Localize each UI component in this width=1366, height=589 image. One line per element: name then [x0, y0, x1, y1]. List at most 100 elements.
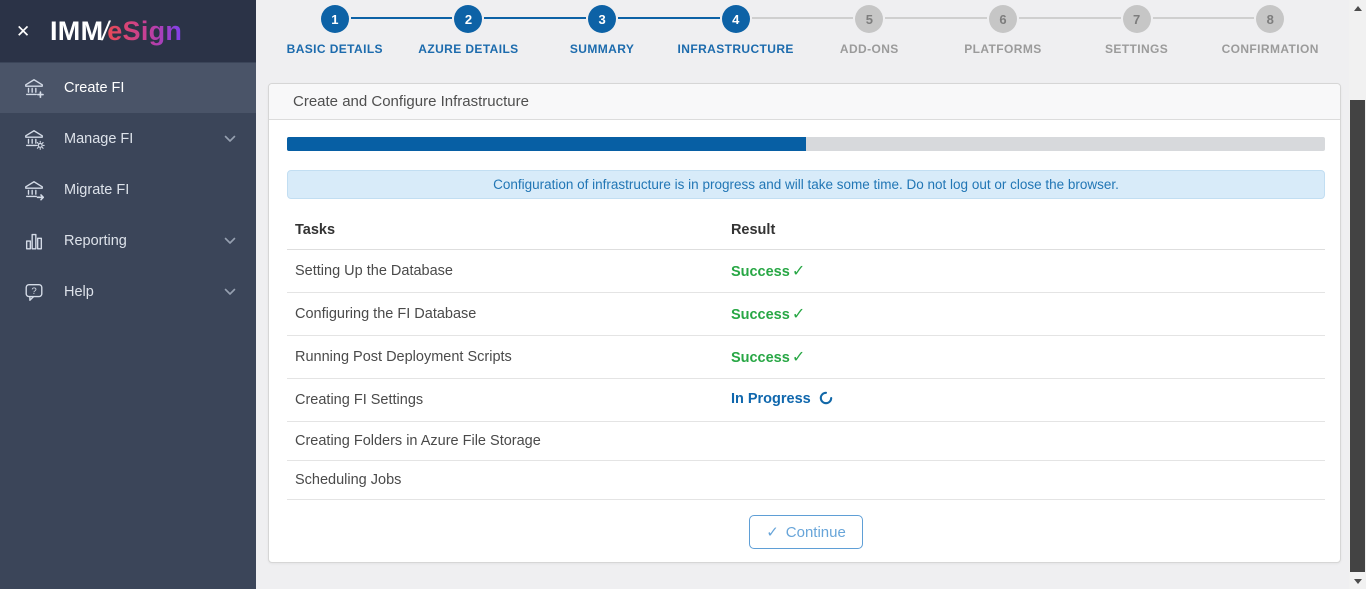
- task-row: Running Post Deployment Scripts Success ✓: [287, 335, 1325, 379]
- svg-text:?: ?: [31, 286, 36, 297]
- task-result: Success ✓: [722, 292, 1325, 336]
- panel-header: Create and Configure Infrastructure: [269, 84, 1340, 120]
- step-settings[interactable]: 7 SETTINGS: [1069, 3, 1204, 83]
- task-name: Creating FI Settings: [287, 378, 723, 422]
- task-result: Success ✓: [722, 335, 1325, 379]
- task-row: Setting Up the Database Success ✓: [287, 249, 1325, 293]
- logo-esign: eSign: [107, 15, 183, 46]
- step-number: 5: [865, 11, 873, 27]
- panel-title: Create and Configure Infrastructure: [293, 93, 529, 110]
- step-number: 7: [1132, 11, 1141, 27]
- task-result: Success ✓: [722, 249, 1325, 293]
- main-area: 1 BASIC DETAILS 2 AZURE DETAILS 3 SUMMAR…: [256, 0, 1349, 589]
- step-infrastructure[interactable]: 4 INFRASTRUCTURE: [668, 3, 803, 83]
- step-add-ons[interactable]: 5 ADD-ONS: [802, 3, 937, 83]
- scrollbar-down-arrow-icon[interactable]: [1349, 573, 1366, 589]
- bank-plus-icon: [22, 76, 46, 100]
- stepper: 1 BASIC DETAILS 2 AZURE DETAILS 3 SUMMAR…: [256, 0, 1349, 83]
- task-result-label: Success: [730, 307, 790, 323]
- progress-notice: Configuration of infrastructure is in pr…: [287, 170, 1325, 199]
- task-row: Scheduling Jobs ✓: [287, 460, 1325, 500]
- step-label: ADD-ONS: [839, 42, 899, 56]
- sidebar-item-migrate-fi[interactable]: Migrate FI: [0, 165, 256, 215]
- task-name: Setting Up the Database: [287, 249, 723, 293]
- help-bubble-icon: ?: [22, 280, 46, 304]
- step-label: CONFIRMATION: [1221, 42, 1319, 56]
- task-name: Scheduling Jobs: [287, 460, 723, 500]
- tasks-header-row: Tasks Result: [287, 211, 1325, 250]
- sidebar-item-help[interactable]: ? Help: [0, 267, 256, 317]
- tasks-column-header: Tasks: [287, 211, 723, 250]
- step-confirmation[interactable]: 8 CONFIRMATION: [1203, 3, 1337, 83]
- step-platforms[interactable]: 6 PLATFORMS: [936, 3, 1070, 83]
- step-circle: 4: [721, 5, 750, 33]
- progress-bar-fill: [287, 137, 806, 151]
- step-number: 3: [598, 11, 606, 27]
- vertical-scrollbar[interactable]: [1349, 0, 1366, 589]
- step-label: PLATFORMS: [964, 42, 1042, 56]
- task-result: ✓: [722, 460, 1325, 500]
- step-azure-details[interactable]: 2 AZURE DETAILS: [401, 3, 536, 83]
- step-label: BASIC DETAILS: [286, 42, 383, 56]
- panel-body: Configuration of infrastructure is in pr…: [269, 120, 1340, 549]
- task-name: Creating Folders in Azure File Storage: [287, 421, 723, 461]
- success-check-icon: ✓: [791, 263, 806, 280]
- task-result: ✓: [722, 421, 1325, 461]
- chevron-down-icon: [224, 237, 236, 245]
- task-result-label: In Progress: [730, 391, 811, 407]
- task-name: Running Post Deployment Scripts: [287, 335, 723, 379]
- progress-notice-text: Configuration of infrastructure is in pr…: [493, 177, 1119, 192]
- sidebar-item-label: Create FI: [64, 80, 125, 96]
- sidebar-item-create-fi[interactable]: Create FI: [0, 63, 256, 113]
- scrollbar-thumb[interactable]: [1350, 100, 1365, 572]
- step-number: 4: [732, 11, 740, 27]
- tasks-table: Tasks Result Setting Up the Database Suc…: [287, 211, 1325, 500]
- check-icon: ✓: [766, 524, 779, 541]
- task-row: Configuring the FI Database Success ✓: [287, 292, 1325, 336]
- task-name: Configuring the FI Database: [287, 292, 723, 336]
- step-label: SETTINGS: [1104, 42, 1169, 56]
- sidebar-item-label: Migrate FI: [64, 182, 130, 198]
- sidebar-item-label: Manage FI: [64, 131, 134, 147]
- tasks-table-body: Setting Up the Database Success ✓ Configu…: [287, 249, 1325, 500]
- step-label: AZURE DETAILS: [418, 42, 519, 56]
- continue-button[interactable]: ✓ Continue: [749, 515, 863, 549]
- step-number: 1: [331, 11, 339, 27]
- sidebar-item-manage-fi[interactable]: Manage FI: [0, 114, 256, 164]
- logo-imm: IMM: [50, 15, 104, 46]
- infrastructure-panel: Create and Configure Infrastructure Conf…: [268, 83, 1341, 563]
- step-circle: 2: [454, 5, 483, 33]
- app-logo: IMM/eSign: [50, 16, 182, 47]
- result-column-header: Result: [722, 211, 1325, 250]
- sidebar: ✕ IMM/eSign Create FI Manage FI Migrate …: [0, 0, 256, 589]
- task-row: Creating FI Settings In Progress✓: [287, 378, 1325, 422]
- in-progress-spinner-icon: [818, 390, 834, 410]
- step-circle: 8: [1256, 5, 1285, 33]
- step-circle: 3: [588, 5, 617, 33]
- task-result-label: Success: [730, 264, 790, 280]
- step-summary[interactable]: 3 SUMMARY: [535, 3, 669, 83]
- step-label: SUMMARY: [569, 42, 635, 56]
- success-check-icon: ✓: [791, 349, 806, 366]
- continue-button-label: Continue: [785, 524, 846, 541]
- bank-gear-icon: [22, 127, 46, 151]
- sidebar-nav: Create FI Manage FI Migrate FI Reporting…: [0, 62, 256, 317]
- bank-arrow-icon: [22, 178, 46, 202]
- chevron-down-icon: [224, 135, 236, 143]
- sidebar-item-label: Help: [64, 284, 94, 300]
- chevron-down-icon: [224, 288, 236, 296]
- progress-bar: [287, 137, 1325, 151]
- sidebar-item-reporting[interactable]: Reporting: [0, 216, 256, 266]
- step-number: 8: [1266, 11, 1274, 27]
- sidebar-header: ✕ IMM/eSign: [0, 0, 256, 62]
- close-icon[interactable]: ✕: [16, 21, 31, 41]
- scrollbar-up-arrow-icon[interactable]: [1349, 0, 1366, 16]
- step-label: INFRASTRUCTURE: [677, 42, 794, 56]
- step-circle: 6: [988, 5, 1017, 33]
- button-row: ✓ Continue: [287, 515, 1325, 549]
- task-row: Creating Folders in Azure File Storage ✓: [287, 421, 1325, 461]
- step-circle: 7: [1122, 5, 1151, 33]
- step-number: 2: [464, 11, 473, 27]
- bar-chart-icon: [22, 229, 46, 253]
- step-basic-details[interactable]: 1 BASIC DETAILS: [268, 3, 402, 83]
